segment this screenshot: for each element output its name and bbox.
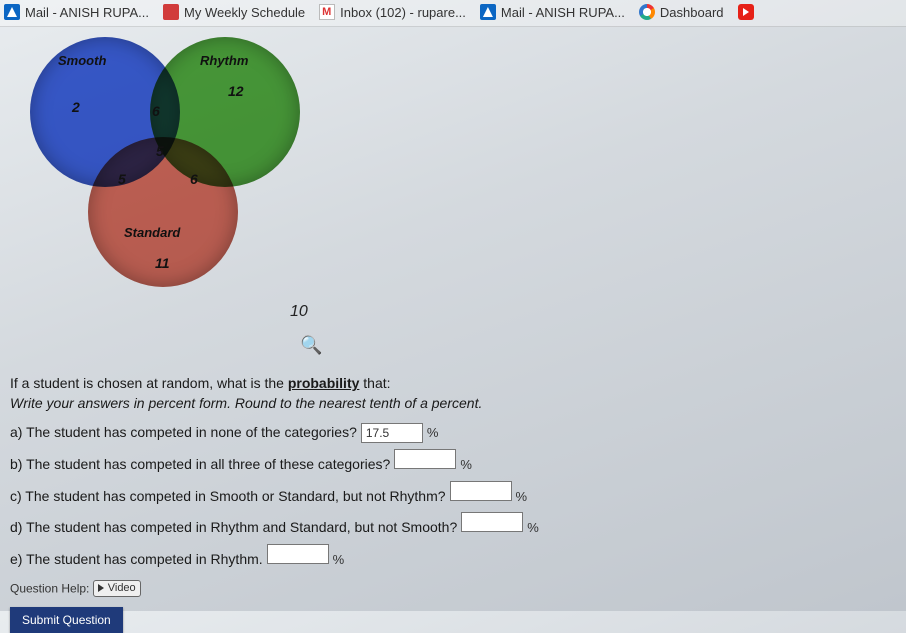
gmail-icon — [319, 4, 335, 20]
question-d-text: d) The student has competed in Rhythm an… — [10, 518, 457, 538]
venn-region-rhythm: 12 — [228, 83, 244, 99]
tab-mail-1[interactable]: Mail - ANISH RUPA... — [4, 4, 149, 20]
mail-icon — [4, 4, 20, 20]
tab-label: Inbox (102) - rupare... — [340, 5, 466, 20]
zoom-icon[interactable]: 🔍 — [300, 335, 896, 356]
tab-label: Mail - ANISH RUPA... — [25, 5, 149, 20]
dashboard-icon — [639, 4, 655, 20]
video-help-button[interactable]: Video — [93, 580, 141, 597]
question-c-text: c) The student has competed in Smooth or… — [10, 487, 446, 507]
venn-label-standard: Standard — [124, 225, 180, 240]
question-help: Question Help: Video — [10, 580, 896, 597]
venn-region-standard: 11 — [155, 255, 170, 271]
answer-input-b[interactable] — [394, 449, 456, 469]
tab-label: Dashboard — [660, 5, 724, 20]
question-row-e: e) The student has competed in Rhythm. % — [10, 544, 896, 570]
browser-tab-strip: Mail - ANISH RUPA... My Weekly Schedule … — [0, 0, 906, 27]
question-row-a: a) The student has competed in none of t… — [10, 423, 896, 443]
question-row-c: c) The student has competed in Smooth or… — [10, 481, 896, 507]
intro-part-a: If a student is chosen at random, what i… — [10, 375, 288, 391]
question-row-d: d) The student has competed in Rhythm an… — [10, 512, 896, 538]
percent-label: % — [527, 519, 539, 537]
venn-region-rhythm-standard: 6 — [190, 171, 198, 187]
question-b-text: b) The student has competed in all three… — [10, 455, 390, 475]
answer-input-d[interactable] — [461, 512, 523, 532]
question-row-b: b) The student has competed in all three… — [10, 449, 896, 475]
venn-outside-count: 10 — [290, 303, 896, 321]
venn-region-smooth: 2 — [72, 99, 80, 115]
venn-region-all-three: 5 — [156, 143, 164, 159]
percent-label: % — [427, 424, 439, 442]
tab-label: Mail - ANISH RUPA... — [501, 5, 625, 20]
tab-schedule[interactable]: My Weekly Schedule — [163, 4, 305, 20]
question-help-label: Question Help: — [10, 581, 89, 595]
tab-mail-2[interactable]: Mail - ANISH RUPA... — [480, 4, 625, 20]
play-icon — [98, 584, 104, 592]
tab-inbox[interactable]: Inbox (102) - rupare... — [319, 4, 466, 20]
intro-part-b: probability — [288, 375, 360, 391]
video-help-label: Video — [108, 581, 136, 596]
question-block: If a student is chosen at random, what i… — [10, 374, 896, 633]
tab-youtube[interactable] — [738, 4, 754, 20]
tab-dashboard[interactable]: Dashboard — [639, 4, 724, 20]
percent-label: % — [460, 456, 472, 474]
tab-label: My Weekly Schedule — [184, 5, 305, 20]
question-a-text: a) The student has competed in none of t… — [10, 423, 357, 443]
venn-diagram: Smooth Rhythm Standard 2 12 11 6 5 6 5 — [10, 33, 340, 313]
venn-label-smooth: Smooth — [58, 53, 106, 68]
answer-input-a[interactable]: 17.5 — [361, 423, 423, 443]
schedule-icon — [163, 4, 179, 20]
venn-label-rhythm: Rhythm — [200, 53, 248, 68]
mail-icon — [480, 4, 496, 20]
page-content: Smooth Rhythm Standard 2 12 11 6 5 6 5 1… — [0, 33, 906, 633]
answer-input-e[interactable] — [267, 544, 329, 564]
answer-input-c[interactable] — [450, 481, 512, 501]
percent-label: % — [333, 551, 345, 569]
question-intro-line2: Write your answers in percent form. Roun… — [10, 394, 896, 414]
percent-label: % — [516, 488, 528, 506]
venn-region-smooth-standard: 5 — [118, 171, 126, 187]
question-e-text: e) The student has competed in Rhythm. — [10, 550, 263, 570]
intro-part-c: that: — [359, 375, 390, 391]
venn-region-smooth-rhythm: 6 — [152, 103, 160, 119]
youtube-icon — [738, 4, 754, 20]
question-intro-line1: If a student is chosen at random, what i… — [10, 374, 896, 394]
